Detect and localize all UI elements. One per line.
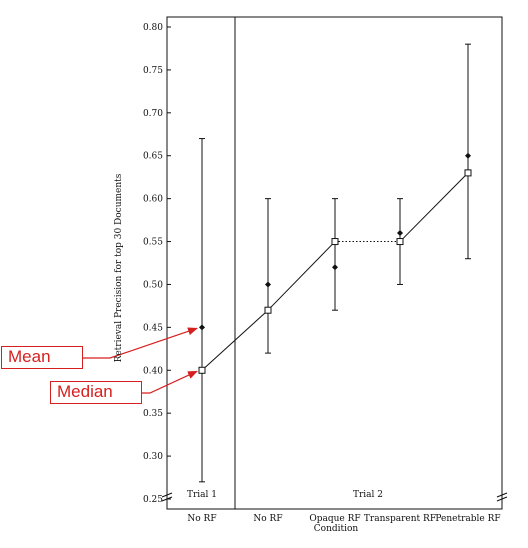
y-tick-label-6: 0.50 [143,280,163,290]
median-point-4 [464,169,472,177]
mean-point-4 [465,152,471,159]
y-tick-label-2: 0.70 [143,109,163,119]
mean-arrow [83,327,198,359]
y-tick-label-11: 0.25 [143,495,163,505]
mean-point-1 [265,281,271,288]
error-bar-layer [199,43,471,483]
x-tick-label-0: No RF [187,514,216,524]
y-tick-label-7: 0.45 [143,323,163,333]
y-tick-label-4: 0.60 [143,195,163,205]
x-tick-label-1: No RF [253,514,282,524]
mean-point-2 [332,264,338,271]
point-layer [198,152,472,374]
x-axis-label: Condition [314,524,359,534]
x-label-layer: No RF No RF Opaque RF Transparent RF Penetra… [187,514,500,524]
mean-callout: Mean [1,346,83,369]
y-tick-label-5: 0.55 [143,238,163,248]
plot-frame [166,16,503,510]
median-point-1 [264,306,272,314]
annotation-arrow-layer [83,327,198,394]
y-tick-label-8: 0.40 [143,366,163,376]
axis-break-right [496,492,508,502]
median-point-0 [198,366,206,374]
series-line-layer [201,172,469,371]
median-callout: Median [50,381,142,404]
mean-point-0 [199,324,205,331]
median-point-2 [331,238,339,246]
y-tick-label-10: 0.30 [143,452,163,462]
x-tick-label-3: Transparent RF [364,514,436,524]
y-tick-layer: 0.80 0.75 0.70 0.65 0.60 0.55 0.50 0.45 0.40 0.35… [143,23,171,505]
median-line-segment-1 [267,241,336,311]
y-tick-label-0: 0.80 [143,23,163,33]
y-tick-label-1: 0.75 [143,66,163,76]
x-tick-label-4: Penetrable RF [435,514,500,524]
axis-layer [161,16,508,510]
median-point-3 [396,238,404,246]
x-tick-label-2: Opaque RF [309,514,360,524]
median-line-segment-0 [201,309,269,371]
y-tick-label-3: 0.65 [143,152,163,162]
median-arrow [142,370,198,394]
median-line-segment-3 [399,172,469,242]
y-tick-label-9: 0.35 [143,409,163,419]
group-label-trial-1: Trial 1 [187,490,217,500]
mean-point-3 [397,229,403,236]
y-axis-label: Retrieval Precision for top 30 Documents [114,173,124,362]
group-label-trial-2: Trial 2 [353,490,383,500]
